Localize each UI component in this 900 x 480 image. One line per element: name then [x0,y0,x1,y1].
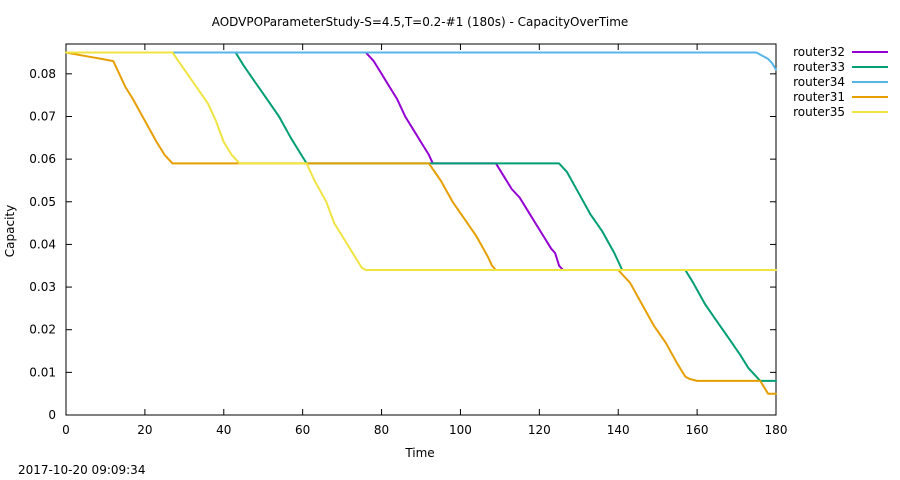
chart-title: AODVPOParameterStudy-S=4.5,T=0.2-#1 (180… [212,15,629,29]
y-tick-label: 0.05 [29,195,56,209]
plot-border [65,43,777,416]
x-axis-label: Time [404,446,434,460]
legend-label-router32: router32 [793,45,845,59]
timestamp: 2017-10-20 09:09:34 [18,463,145,477]
x-tick-label: 180 [765,423,788,437]
series-line-router31 [65,51,777,395]
y-axis-label: Capacity [3,205,17,257]
legend-label-router35: router35 [793,105,845,119]
x-tick-label: 100 [449,423,472,437]
series-line-router32 [65,51,564,271]
x-tick-label: 40 [216,423,231,437]
x-tick-label: 0 [62,423,70,437]
y-tick-label: 0.08 [29,67,56,81]
y-tick-label: 0.01 [29,365,56,379]
y-tick-label: 0.04 [29,237,56,251]
y-tick-label: 0.06 [29,152,56,166]
y-tick-label: 0.07 [29,109,56,123]
series-line-router34 [65,51,777,71]
legend-label-router34: router34 [793,75,845,89]
y-tick-label: 0 [48,408,56,422]
y-tick-label: 0.02 [29,323,56,337]
x-tick-label: 140 [607,423,630,437]
x-tick-label: 60 [295,423,310,437]
x-tick-label: 20 [137,423,152,437]
y-tick-label: 0.03 [29,280,56,294]
series-line-router35 [65,51,777,271]
plot-area: 0 20 40 60 80 100 120 140 160 180 0 0.01 0.02 0.03 0.0… [29,43,788,437]
legend-label-router33: router33 [793,60,845,74]
legend-label-router31: router31 [793,90,845,104]
x-tick-label: 120 [528,423,551,437]
series-line-router33 [65,51,777,382]
x-tick-label: 80 [374,423,389,437]
x-tick-label: 160 [686,423,709,437]
